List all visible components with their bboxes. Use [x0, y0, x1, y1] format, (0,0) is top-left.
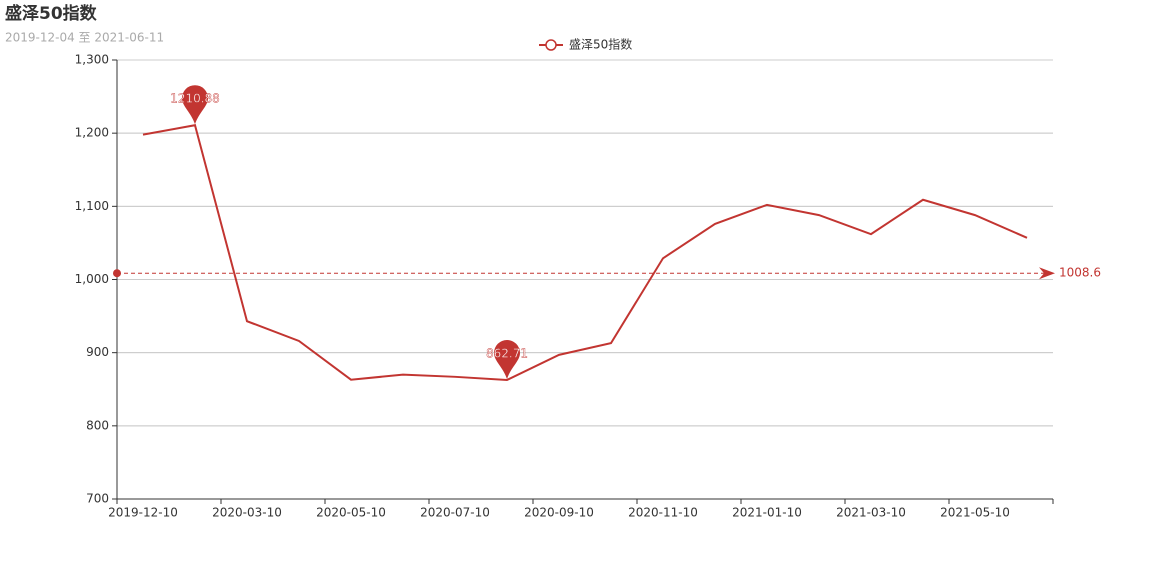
mean-line-label: 1008.6 [1059, 266, 1101, 280]
chart-subtitle: 2019-12-04 至 2021-06-11 [5, 31, 164, 45]
x-tick-label: 2020-03-10 [212, 506, 282, 520]
x-tick-label: 2020-09-10 [524, 506, 594, 520]
mark-point [494, 339, 520, 379]
y-tick-label: 700 [86, 492, 109, 506]
legend-icon [545, 39, 557, 51]
y-tick-label: 800 [86, 418, 109, 432]
x-tick-label: 2019-12-10 [108, 506, 178, 520]
x-tick-label: 2020-07-10 [420, 506, 490, 520]
mark-point-label: 1210.88 [170, 92, 220, 106]
x-tick-label: 2020-05-10 [316, 506, 386, 520]
mean-line-start [113, 269, 121, 278]
legend-label: 盛泽50指数 [569, 37, 632, 52]
x-tick-label: 2021-03-10 [836, 506, 906, 520]
y-tick-label: 1,000 [75, 272, 109, 286]
x-tick-label: 2021-05-10 [940, 506, 1010, 520]
y-tick-label: 1,200 [75, 126, 109, 140]
y-tick-label: 900 [86, 345, 109, 359]
mark-point [182, 85, 209, 125]
y-tick-label: 1,100 [75, 199, 109, 213]
x-tick-label: 2020-11-10 [628, 506, 698, 520]
mean-line-arrow [1039, 267, 1055, 280]
y-tick-label: 1,300 [75, 53, 109, 67]
mark-point-label: 862.71 [486, 346, 528, 360]
series-line [142, 124, 1028, 381]
x-tick-label: 2021-01-10 [732, 506, 802, 520]
chart-title: 盛泽50指数 [5, 3, 98, 24]
